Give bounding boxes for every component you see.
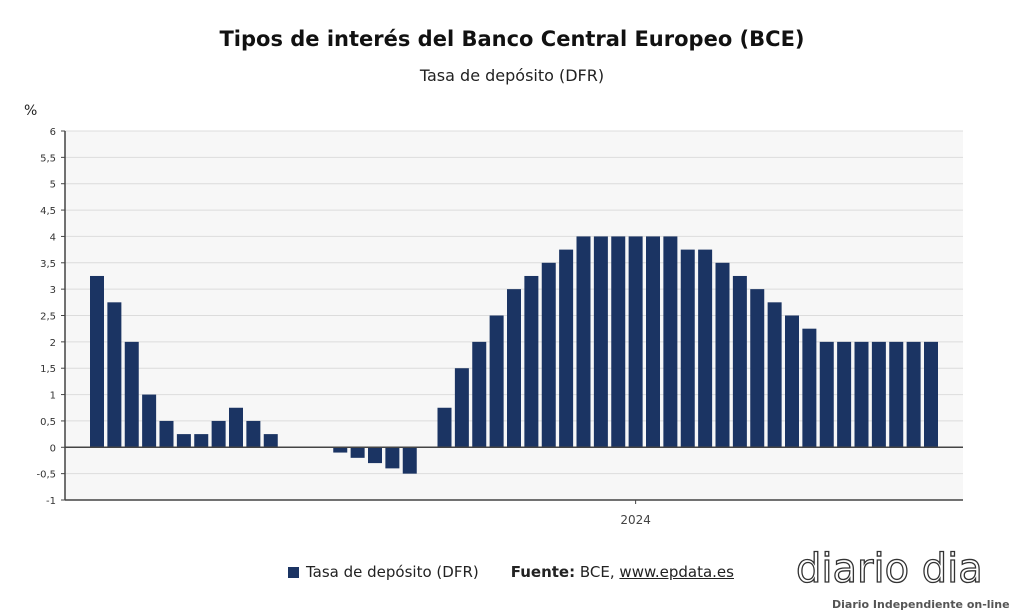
bar	[90, 275, 104, 448]
chart-title: Tipos de interés del Banco Central Europ…	[219, 27, 805, 51]
bar	[229, 407, 243, 448]
bar	[402, 447, 417, 474]
bar	[246, 420, 261, 448]
diario-dia-logo: diario dia Diario Independiente on-line	[792, 546, 1024, 614]
bar	[871, 341, 886, 448]
y-tick-label: 4	[50, 232, 56, 243]
bar	[454, 368, 469, 448]
logo-tagline: Diario Independiente on-line	[832, 598, 1010, 611]
bar	[194, 434, 209, 448]
y-tick-label: 1	[50, 391, 56, 402]
y-tick-label: 5	[50, 180, 56, 191]
source-label: Fuente:	[510, 563, 576, 581]
y-tick-label: -0,5	[36, 470, 56, 481]
y-tick-label: -1	[46, 496, 56, 507]
bar	[889, 341, 904, 448]
y-axis-unit: %	[24, 103, 38, 119]
bar	[350, 447, 365, 458]
bar	[263, 434, 278, 448]
bar	[211, 420, 226, 448]
bar	[646, 236, 660, 448]
bar	[611, 236, 626, 448]
bar	[489, 315, 504, 448]
bar	[124, 341, 139, 448]
bar	[819, 341, 834, 448]
bar	[437, 407, 452, 448]
y-tick-label: 3	[50, 285, 56, 296]
bar	[715, 262, 730, 448]
bar	[368, 447, 382, 464]
bar	[472, 341, 487, 448]
bar	[524, 275, 539, 448]
bar	[142, 394, 157, 448]
bar	[385, 447, 400, 469]
source-text: BCE,	[579, 563, 615, 581]
source: Fuente: BCE, www.epdata.es	[511, 563, 734, 581]
bar	[159, 420, 174, 448]
y-tick-label: 0	[50, 443, 56, 454]
y-tick-label: 1,5	[40, 364, 56, 375]
bar	[732, 275, 747, 448]
bar	[750, 289, 765, 448]
bar	[628, 236, 643, 448]
bar	[698, 249, 713, 448]
source-link[interactable]: www.epdata.es	[619, 563, 734, 581]
bar	[576, 236, 591, 448]
logo-word: diario dia	[795, 546, 983, 592]
y-tick-label: 5,5	[40, 153, 56, 164]
bar	[176, 434, 191, 448]
bar	[680, 249, 695, 448]
bar	[507, 289, 521, 448]
bar	[837, 341, 852, 448]
legend-series-label[interactable]: Tasa de depósito (DFR)	[306, 563, 479, 581]
bar	[854, 341, 869, 448]
chart-subtitle: Tasa de depósito (DFR)	[419, 66, 605, 85]
bar	[924, 341, 938, 448]
legend-swatch	[288, 566, 299, 578]
bar	[785, 315, 799, 448]
y-tick-label: 2	[50, 338, 56, 349]
bar	[802, 328, 817, 448]
legend: Tasa de depósito (DFR) Fuente: BCE, www.…	[288, 563, 734, 581]
bar	[767, 302, 782, 448]
bar	[559, 249, 574, 448]
y-tick-label: 6	[50, 127, 56, 138]
y-tick-label: 2,5	[40, 312, 56, 323]
y-tick-label: 0,5	[40, 417, 56, 428]
bar	[541, 262, 556, 448]
y-tick-label: 3,5	[40, 259, 56, 270]
bar	[663, 236, 678, 448]
bar	[107, 302, 122, 448]
y-tick-label: 4,5	[40, 206, 56, 217]
x-tick-label: 2024	[620, 513, 651, 527]
bar	[593, 236, 608, 448]
bar	[333, 447, 348, 453]
bar	[906, 341, 921, 448]
